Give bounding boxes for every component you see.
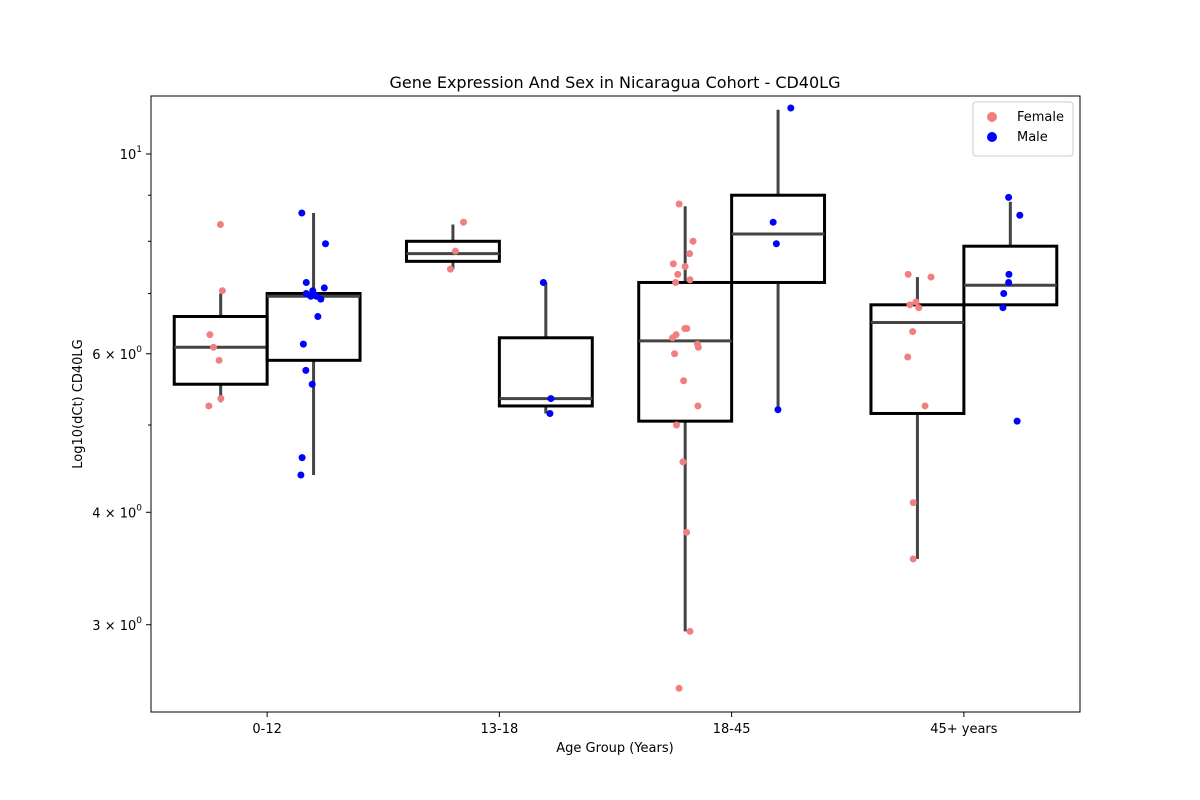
y-tick-label: 3 × 100 xyxy=(92,616,142,634)
y-axis-label: Log10(dCt) CD40LG xyxy=(71,339,86,468)
data-point xyxy=(1016,211,1024,219)
data-point xyxy=(217,395,225,403)
x-tick-label: 18-45 xyxy=(713,722,751,737)
data-point xyxy=(302,366,310,374)
legend-marker xyxy=(987,132,997,142)
data-point xyxy=(307,292,315,300)
data-point xyxy=(787,104,795,112)
data-point xyxy=(686,276,694,284)
legend-box xyxy=(972,101,1074,157)
data-point xyxy=(906,301,914,309)
data-point xyxy=(675,684,683,692)
chart-title: Gene Expression And Sex in Nicaragua Coh… xyxy=(390,73,841,92)
data-point xyxy=(769,218,777,226)
data-point xyxy=(671,350,679,358)
data-point xyxy=(680,377,688,385)
data-point xyxy=(215,356,223,364)
data-point xyxy=(1005,193,1013,201)
data-point xyxy=(909,555,917,563)
data-point xyxy=(1005,270,1013,278)
data-point xyxy=(298,454,306,462)
data-point xyxy=(299,340,307,348)
data-point xyxy=(683,528,691,536)
x-tick-label: 0-12 xyxy=(252,722,282,737)
x-tick-label: 13-18 xyxy=(480,722,518,737)
box xyxy=(404,239,501,263)
data-point xyxy=(298,209,306,217)
data-point xyxy=(674,270,682,278)
data-point xyxy=(1000,289,1008,297)
data-point xyxy=(679,458,687,466)
data-point xyxy=(686,250,694,258)
data-point xyxy=(297,471,305,479)
data-point xyxy=(694,343,702,351)
data-point xyxy=(927,273,935,281)
box xyxy=(962,244,1059,307)
x-tick-label: 45+ years xyxy=(930,722,998,737)
data-point xyxy=(205,402,213,410)
data-point xyxy=(460,218,468,226)
data-point xyxy=(694,402,702,410)
data-point xyxy=(314,312,322,320)
data-point xyxy=(999,304,1007,312)
plot-area: 0-12 13-18 18-45 45+ years 3 × 100 4 × 100 6 ×… xyxy=(92,104,1059,737)
data-point xyxy=(909,499,917,507)
data-point xyxy=(672,278,680,286)
data-point xyxy=(451,247,459,255)
data-point xyxy=(320,284,328,292)
legend-label: Female xyxy=(1017,110,1064,125)
legend-label: Male xyxy=(1017,130,1048,145)
data-point xyxy=(218,287,226,295)
data-point xyxy=(909,328,917,336)
plot-frame xyxy=(150,95,1081,713)
data-point xyxy=(547,395,555,403)
data-point xyxy=(322,240,330,248)
box xyxy=(497,336,594,408)
data-point xyxy=(1005,278,1013,286)
data-point xyxy=(539,278,547,286)
data-point xyxy=(206,331,214,339)
box xyxy=(637,280,734,423)
y-tick-label: 4 × 100 xyxy=(92,503,142,521)
data-point xyxy=(681,325,689,333)
data-point xyxy=(446,265,454,273)
data-point xyxy=(675,200,683,208)
data-point xyxy=(309,287,317,295)
data-point xyxy=(672,421,680,429)
data-point xyxy=(216,221,224,229)
data-point xyxy=(912,298,920,306)
data-point xyxy=(681,263,689,271)
data-point xyxy=(904,270,912,278)
data-point xyxy=(772,240,780,248)
data-point xyxy=(915,304,923,312)
data-point xyxy=(689,237,697,245)
data-point xyxy=(669,334,677,342)
data-point xyxy=(1013,417,1021,425)
box xyxy=(730,193,827,284)
data-point xyxy=(904,353,912,361)
data-point xyxy=(317,295,325,303)
y-tick-label: 6 × 100 xyxy=(92,345,142,363)
legend: Female Male xyxy=(972,101,1074,157)
data-point xyxy=(546,409,554,417)
data-point xyxy=(308,380,316,388)
data-point xyxy=(210,343,218,351)
x-axis-label: Age Group (Years) xyxy=(556,741,673,756)
legend-marker xyxy=(987,112,997,122)
data-point xyxy=(302,278,310,286)
data-point xyxy=(669,260,677,268)
data-point xyxy=(921,402,929,410)
data-point xyxy=(774,406,782,414)
data-point xyxy=(686,627,694,635)
y-tick-label: 101 xyxy=(120,145,142,163)
